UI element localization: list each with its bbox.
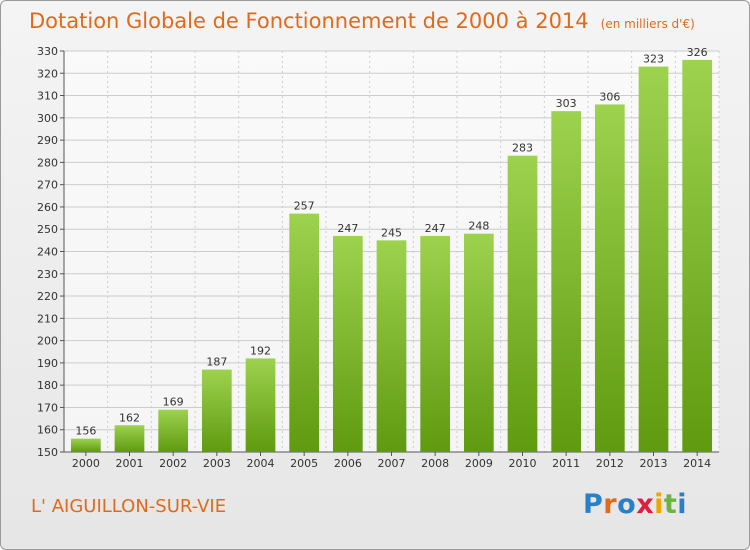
y-tick-label: 150: [37, 446, 58, 459]
data-label: 192: [250, 344, 271, 357]
logo-letter: o: [617, 489, 637, 520]
y-tick-label: 170: [37, 401, 58, 414]
x-tick-label: 2007: [378, 457, 406, 470]
y-tick-label: 220: [37, 290, 58, 303]
logo-letter: x: [636, 489, 655, 520]
data-label: 303: [556, 97, 577, 110]
bar: [507, 155, 538, 452]
data-label: 247: [337, 222, 358, 235]
y-tick-label: 160: [37, 424, 58, 437]
bar: [289, 213, 320, 452]
logo-letter: r: [603, 489, 618, 520]
x-tick-label: 2003: [203, 457, 231, 470]
chart-unit: (en milliers d'€): [600, 17, 695, 31]
bar: [638, 66, 669, 452]
x-tick-label: 2001: [116, 457, 144, 470]
y-tick-label: 240: [37, 246, 58, 259]
logo-letter: i: [677, 489, 688, 520]
bar: [682, 59, 713, 453]
bar: [376, 240, 407, 452]
y-tick-label: 300: [37, 112, 58, 125]
city-name: L' AIGUILLON-SUR-VIE: [31, 496, 227, 517]
data-label: 323: [643, 53, 664, 66]
y-tick-label: 270: [37, 179, 58, 192]
bar: [114, 425, 145, 452]
bar: [551, 111, 582, 453]
bar: [158, 409, 189, 452]
data-label: 156: [75, 425, 96, 438]
bar: [420, 235, 451, 452]
x-tick-label: 2011: [552, 457, 580, 470]
x-tick-label: 2014: [683, 457, 711, 470]
data-label: 257: [294, 200, 315, 213]
bar: [332, 235, 363, 452]
logo-letter: P: [583, 489, 604, 520]
y-tick-label: 310: [37, 90, 58, 103]
y-tick-label: 280: [37, 156, 58, 169]
x-tick-label: 2004: [247, 457, 275, 470]
y-tick-label: 320: [37, 67, 58, 80]
proxiti-logo: Proxiti: [583, 489, 687, 520]
chart-title-text: Dotation Globale de Fonctionnement de 20…: [29, 9, 589, 33]
axes: 150 160 170 180 190 200 210 220 230 240 250 260 270 2…: [37, 45, 719, 470]
chart-title: Dotation Globale de Fonctionnement de 20…: [29, 9, 695, 33]
bar: [594, 104, 625, 452]
y-tick-label: 250: [37, 223, 58, 236]
data-label: 248: [468, 220, 489, 233]
y-tick-label: 260: [37, 201, 58, 214]
x-tick-label: 2012: [596, 457, 624, 470]
logo-letter: t: [663, 489, 678, 520]
x-tick-label: 2009: [465, 457, 493, 470]
data-label: 283: [512, 142, 533, 155]
bar: [70, 438, 101, 452]
x-tick-label: 2000: [72, 457, 100, 470]
y-tick-label: 190: [37, 357, 58, 370]
data-label: 162: [119, 411, 140, 424]
data-label: 326: [687, 46, 708, 59]
y-tick-label: 290: [37, 134, 58, 147]
bars: [70, 59, 713, 453]
bar: [463, 233, 494, 452]
bar: [201, 369, 232, 452]
y-tick-label: 180: [37, 379, 58, 392]
x-tick-label: 2002: [159, 457, 187, 470]
data-label: 247: [425, 222, 446, 235]
data-label: 187: [206, 356, 227, 369]
logo-letter: i: [654, 489, 664, 520]
x-tick-label: 2008: [421, 457, 449, 470]
data-label: 169: [163, 396, 184, 409]
data-label: 306: [599, 90, 620, 103]
bar: [245, 358, 276, 452]
x-tick-label: 2013: [640, 457, 668, 470]
value-labels: 156 162 169 187 192 257 247 245 247 248 283 303 306 3…: [75, 46, 707, 438]
y-tick-label: 330: [37, 45, 58, 58]
x-tick-label: 2010: [509, 457, 537, 470]
data-label: 245: [381, 226, 402, 239]
y-tick-label: 230: [37, 268, 58, 281]
x-tick-label: 2005: [290, 457, 318, 470]
y-tick-label: 200: [37, 335, 58, 348]
x-tick-label: 2006: [334, 457, 362, 470]
y-tick-label: 210: [37, 312, 58, 325]
